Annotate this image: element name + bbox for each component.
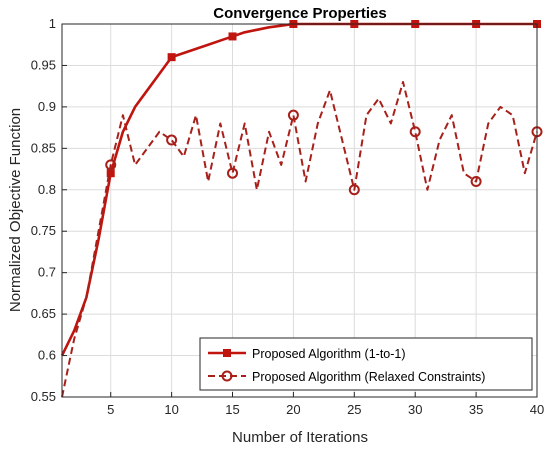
series-0-point-5 (106, 169, 115, 178)
x-tick-label-7: 40 (530, 402, 544, 417)
x-axis-label: Number of Iterations (232, 429, 368, 446)
series-1-point-5 (105, 159, 117, 171)
series-line-1 (61, 81, 538, 398)
y-tick-label-0: 0.55 (31, 389, 56, 404)
y-tick-label-2: 0.65 (31, 306, 56, 321)
x-tick-label-6: 35 (469, 402, 483, 417)
y-axis-label: Normalized Objective Function (7, 108, 24, 312)
y-tick-label-5: 0.8 (38, 182, 56, 197)
plot-frame (61, 23, 538, 398)
y-tick-label-6: 0.85 (31, 140, 56, 155)
x-tick-label-4: 25 (347, 402, 361, 417)
y-tick-label-8: 0.95 (31, 57, 56, 72)
x-tick-label-1: 10 (164, 402, 178, 417)
legend: Proposed Algorithm (1-to-1) Proposed Alg… (199, 337, 533, 391)
y-tick-label-9: 1 (49, 16, 56, 31)
legend-label-0: Proposed Algorithm (1-to-1) (252, 347, 406, 361)
plot-area (62, 24, 537, 397)
legend-label-1: Proposed Algorithm (Relaxed Constraints) (252, 370, 485, 384)
series-0-point-15 (228, 32, 237, 41)
legend-marker-0 (223, 349, 231, 357)
ticks: 5 10 15 20 25 30 35 40 0.55 0.6 0.65 0.7 0.75 0.8 0.85… (31, 16, 545, 417)
series-1-point-35 (470, 175, 482, 187)
x-tick-label-3: 20 (286, 402, 300, 417)
y-tick-label-4: 0.75 (31, 223, 56, 238)
y-tick-label-1: 0.6 (38, 348, 56, 363)
x-tick-label-2: 15 (225, 402, 239, 417)
y-tick-label-7: 0.9 (38, 99, 56, 114)
y-tick-label-3: 0.7 (38, 265, 56, 280)
series-0-point-10 (167, 53, 176, 62)
series-1-point-25 (348, 184, 360, 196)
legend-box (199, 337, 533, 391)
legend-marker-1 (221, 370, 233, 382)
x-tick-label-0: 5 (107, 402, 114, 417)
series-1-point-10 (166, 134, 178, 146)
x-tick-label-5: 30 (408, 402, 422, 417)
series-1-point-15 (227, 167, 239, 179)
series-1-point-30 (409, 126, 421, 138)
series-1-point-20 (287, 109, 299, 121)
chart-title: Convergence Properties (213, 5, 386, 22)
